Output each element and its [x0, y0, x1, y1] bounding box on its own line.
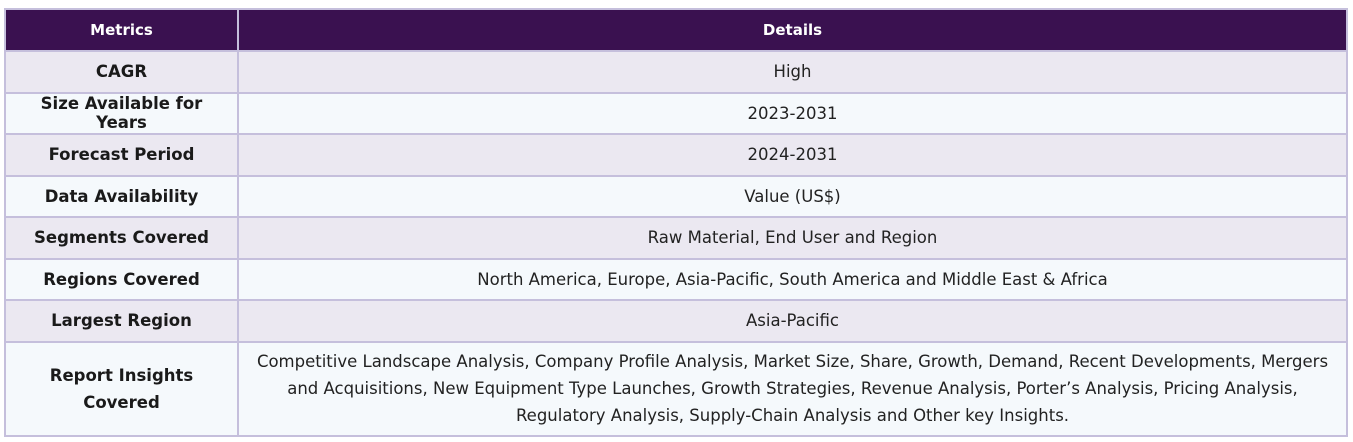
- table-header-row: Metrics Details: [4, 8, 1348, 52]
- metrics-table-container: Metrics Details CAGR High Size Available…: [4, 8, 1348, 437]
- detail-cell: 2023-2031: [237, 91, 1348, 135]
- detail-cell: Value (US$): [237, 174, 1348, 218]
- table-row: Data Availability Value (US$): [4, 174, 1348, 218]
- metric-cell: Report Insights Covered: [4, 340, 239, 437]
- metrics-table: Metrics Details CAGR High Size Available…: [4, 8, 1348, 437]
- metric-cell: Regions Covered: [4, 257, 239, 301]
- detail-cell: 2024-2031: [237, 133, 1348, 177]
- header-metrics: Metrics: [4, 8, 239, 52]
- metric-cell: Size Available for Years: [4, 91, 239, 135]
- metric-cell: Data Availability: [4, 174, 239, 218]
- table-row: Size Available for Years 2023-2031: [4, 91, 1348, 135]
- detail-cell: Competitive Landscape Analysis, Company …: [237, 340, 1348, 437]
- detail-cell: North America, Europe, Asia-Pacific, Sou…: [237, 257, 1348, 301]
- metric-cell: Segments Covered: [4, 216, 239, 260]
- metric-cell: Largest Region: [4, 299, 239, 343]
- table-row: Forecast Period 2024-2031: [4, 133, 1348, 177]
- table-row: Regions Covered North America, Europe, A…: [4, 257, 1348, 301]
- table-row: Largest Region Asia-Pacific: [4, 299, 1348, 343]
- detail-cell: High: [237, 50, 1348, 94]
- table-row: Segments Covered Raw Material, End User …: [4, 216, 1348, 260]
- metric-cell: Forecast Period: [4, 133, 239, 177]
- metric-cell: CAGR: [4, 50, 239, 94]
- table-row: Report Insights Covered Competitive Land…: [4, 340, 1348, 437]
- detail-cell: Asia-Pacific: [237, 299, 1348, 343]
- header-details: Details: [237, 8, 1348, 52]
- detail-cell: Raw Material, End User and Region: [237, 216, 1348, 260]
- table-row: CAGR High: [4, 50, 1348, 94]
